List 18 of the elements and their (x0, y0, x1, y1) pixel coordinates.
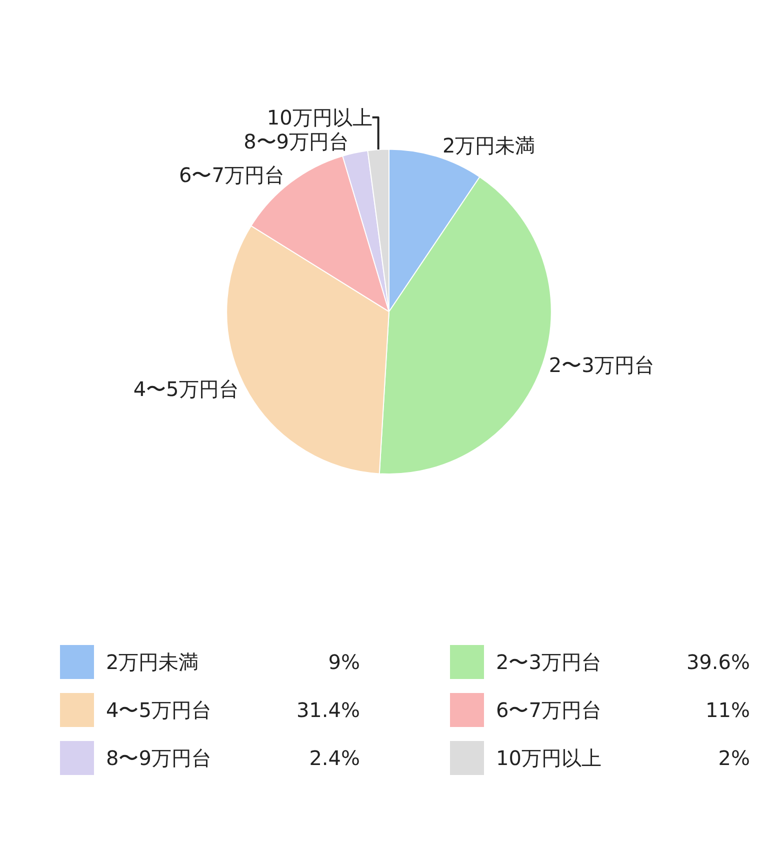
legend-label: 2万円未満 (106, 648, 200, 676)
data-label: 11% (706, 698, 750, 722)
slice-label: 2〜3万円台 (548, 352, 654, 377)
legend-label: 4〜5万円台 (106, 696, 212, 724)
slice-label: 2万円未満 (442, 133, 536, 158)
data-label: 2% (718, 746, 750, 770)
legend-label: 10万円以上 (496, 744, 602, 772)
slice-label: 6〜7万円台 (179, 162, 284, 187)
slice-label: 4〜5万円台 (133, 376, 239, 401)
data-label: 31.4% (296, 698, 360, 722)
data-label: 9% (328, 650, 360, 674)
slice-label: 8〜9万円台 (244, 129, 350, 154)
legend-label: 6〜7万円台 (496, 696, 602, 724)
data-label: 39.6% (686, 650, 750, 674)
data-label: 2.4% (309, 746, 360, 770)
legend-label: 8〜9万円台 (106, 744, 212, 772)
slice-label: 10万円以上 (266, 105, 372, 130)
legend-label: 2〜3万円台 (496, 648, 602, 676)
